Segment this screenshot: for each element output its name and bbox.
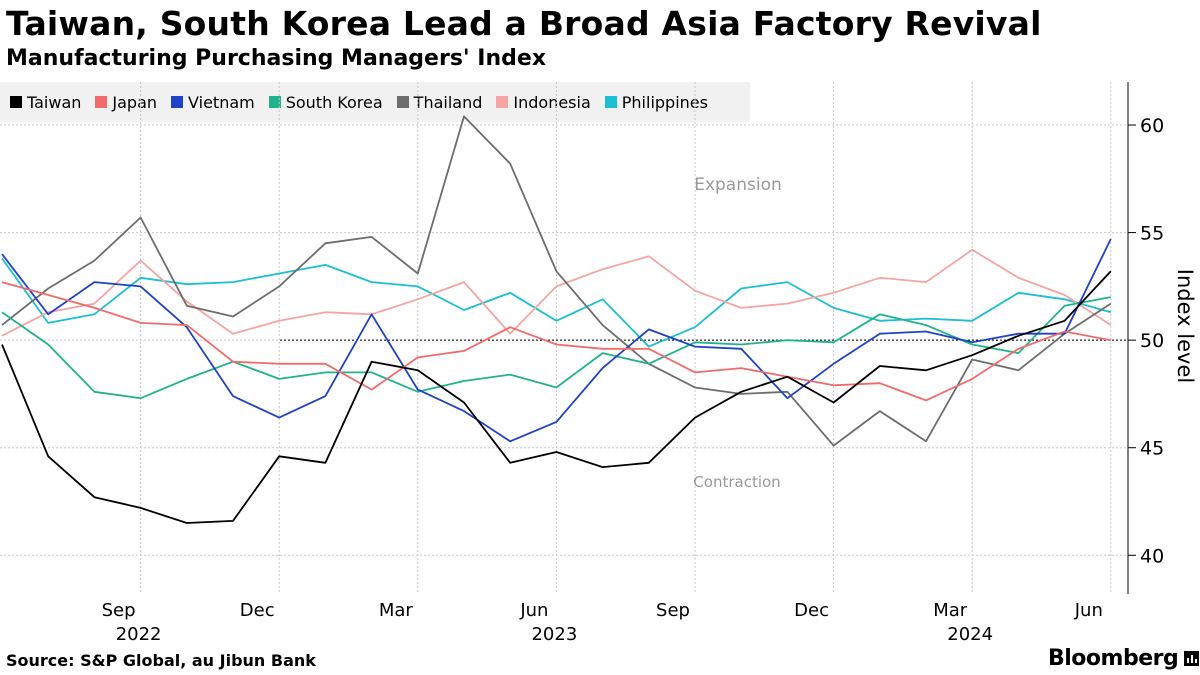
x-tick-label-mar: Mar — [933, 600, 968, 621]
chart-legend: Taiwan Japan Vietnam South Korea Thailand Ind… — [0, 82, 750, 122]
legend-swatch-indonesia — [496, 96, 509, 108]
legend-label-japan: Japan — [112, 92, 158, 112]
legend-item-taiwan: Taiwan — [10, 93, 81, 112]
x-year-label-2024: 2024 — [947, 624, 993, 645]
y-tick-label-45: 45 — [1140, 438, 1164, 460]
legend-label-vietnam: Vietnam — [188, 92, 255, 112]
series-line-south-korea — [1, 296, 1111, 400]
series-line-vietnam — [1, 238, 1112, 443]
series-line-thailand — [1, 115, 1112, 447]
y-tick-label-40: 40 — [1140, 545, 1164, 567]
legend-label-indonesia: Indonesia — [513, 92, 591, 112]
legend-label-thailand: Thailand — [413, 92, 483, 112]
legend-item-philippines: Philippines — [604, 92, 708, 112]
chart-title: Taiwan, South Korea Lead a Broad Asia Fa… — [6, 4, 1042, 43]
legend-label-philippines: Philippines — [621, 92, 708, 112]
legend-swatch-japan — [95, 96, 108, 108]
legend-item-indonesia: Indonesia — [496, 92, 591, 112]
bloomberg-terminal-icon — [1184, 651, 1200, 666]
legend-item-south-korea: South Korea — [268, 92, 383, 112]
x-year-label-2022: 2022 — [116, 624, 162, 645]
x-tick-label-sep: Sep — [656, 600, 690, 621]
x-tick-label-jun: Jun — [1074, 600, 1103, 621]
legend-swatch-south-korea — [268, 96, 281, 108]
chart-subtitle: Manufacturing Purchasing Managers' Index — [6, 46, 547, 71]
x-tick-label-dec: Dec — [240, 600, 275, 621]
legend-swatch-philippines — [604, 96, 617, 108]
x-tick-label-jun: Jun — [519, 600, 548, 621]
y-tick-label-50: 50 — [1140, 330, 1164, 352]
annotation-expansion: Expansion — [694, 175, 782, 195]
legend-item-thailand: Thailand — [396, 92, 483, 112]
legend-swatch-vietnam — [171, 96, 184, 108]
x-tick-label-sep: Sep — [102, 600, 136, 621]
x-year-label-2023: 2023 — [531, 624, 577, 645]
series-line-philippines — [1, 257, 1112, 348]
x-tick-label-mar: Mar — [379, 600, 414, 621]
y-tick-label-55: 55 — [1140, 223, 1164, 245]
annotation-contraction: Contraction — [693, 473, 780, 491]
x-tick-label-dec: Dec — [794, 600, 829, 621]
legend-item-vietnam: Vietnam — [171, 93, 255, 112]
source-note: Source: S&P Global, au Jibun Bank — [6, 651, 316, 670]
y-tick-label-60: 60 — [1140, 115, 1164, 137]
series-line-taiwan — [1, 270, 1112, 524]
legend-label-south-korea: South Korea — [285, 92, 383, 112]
series-line-indonesia — [1, 248, 1112, 337]
series-line-japan — [1, 281, 1111, 402]
legend-swatch-thailand — [396, 96, 409, 108]
legend-swatch-taiwan — [10, 96, 22, 108]
legend-label-taiwan: Taiwan — [27, 92, 82, 112]
bloomberg-logo: Bloomberg — [1048, 646, 1200, 671]
brand-name: Bloomberg — [1048, 646, 1179, 671]
y-axis-title: Index level — [1173, 269, 1197, 383]
legend-item-japan: Japan — [95, 93, 157, 112]
